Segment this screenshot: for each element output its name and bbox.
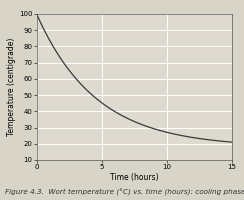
Text: Figure 4.3.  Wort temperature (°C) vs. time (hours): cooling phase.: Figure 4.3. Wort temperature (°C) vs. ti… (5, 189, 244, 196)
Y-axis label: Temperature (centigrade): Temperature (centigrade) (7, 38, 16, 136)
X-axis label: Time (hours): Time (hours) (110, 173, 159, 182)
